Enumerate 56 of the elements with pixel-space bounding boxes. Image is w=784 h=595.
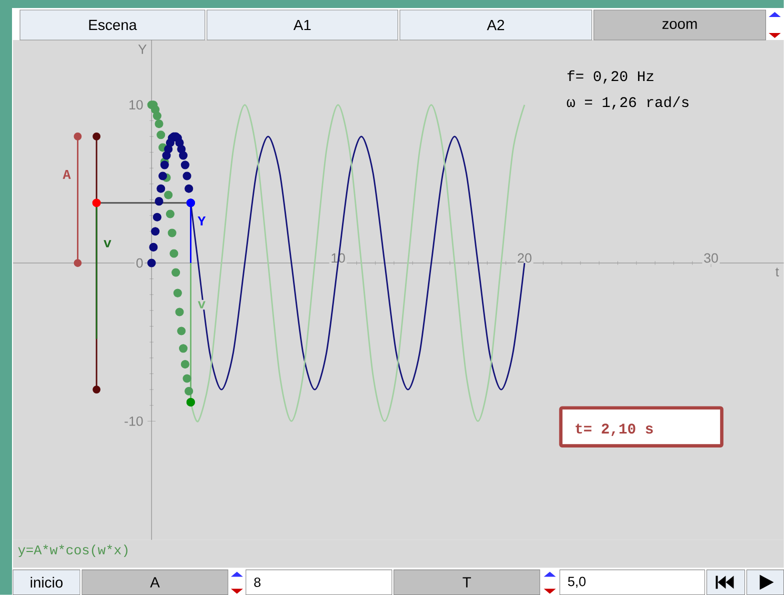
point — [154, 197, 164, 206]
point — [178, 151, 188, 160]
point — [156, 130, 166, 140]
point — [164, 190, 173, 200]
text: inicio — [30, 576, 63, 588]
y-tick-label: 0 — [136, 258, 143, 268]
point — [170, 249, 178, 258]
x-tick-label: 30 — [704, 253, 718, 263]
point — [152, 112, 162, 120]
point — [168, 228, 176, 238]
series-label: v — [198, 301, 206, 308]
point — [152, 212, 162, 222]
text: Escena — [89, 20, 137, 30]
series-label: v — [104, 240, 112, 248]
point — [166, 210, 174, 218]
text: y=A*w*cos(w*x) — [18, 544, 128, 557]
point — [178, 344, 188, 353]
text: A — [150, 577, 160, 588]
point — [180, 360, 190, 368]
text: A1 — [293, 20, 311, 30]
text: A2 — [486, 20, 504, 30]
point — [149, 242, 158, 252]
x-tick-label: 20 — [518, 253, 532, 263]
point — [172, 268, 180, 277]
point — [182, 172, 192, 180]
annotation: t= 2,10 s — [576, 424, 653, 436]
point — [92, 198, 101, 208]
y-tick-label: -10 — [124, 416, 143, 426]
point — [154, 120, 164, 128]
x-axis-title: t — [776, 268, 779, 276]
point — [177, 326, 186, 336]
point — [158, 172, 168, 180]
point — [74, 132, 82, 140]
point — [160, 160, 169, 170]
point — [184, 184, 194, 193]
point — [180, 160, 190, 170]
point — [175, 308, 184, 316]
text: T — [462, 577, 471, 588]
y-axis-title: Y — [138, 44, 147, 54]
point — [92, 132, 100, 140]
point — [173, 288, 182, 298]
series-label: Y — [198, 216, 206, 226]
series-label: A — [62, 170, 71, 179]
text: 8 — [254, 578, 260, 587]
text: 5,0 — [568, 576, 586, 588]
point — [184, 386, 194, 396]
annotation: f= 0,20 Hz — [568, 70, 654, 84]
text: zoom — [662, 20, 697, 29]
point — [74, 259, 82, 267]
y-tick-label: 10 — [129, 100, 143, 110]
point — [92, 386, 100, 394]
point — [182, 374, 192, 383]
point — [151, 227, 160, 236]
annotation: ω = 1,26 rad/s — [566, 96, 688, 110]
point — [156, 184, 166, 193]
point — [147, 258, 156, 268]
